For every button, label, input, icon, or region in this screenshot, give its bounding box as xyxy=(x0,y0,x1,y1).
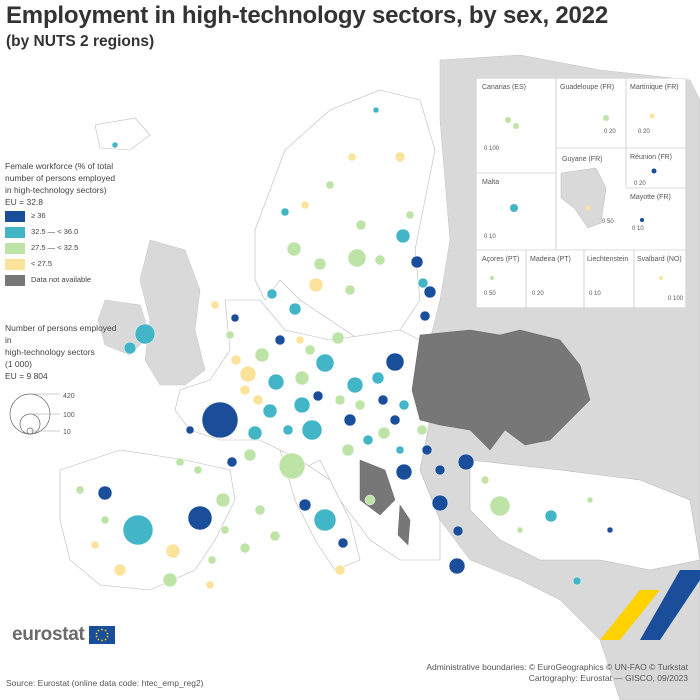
legend-title-line: Number of persons employed in xyxy=(5,323,117,345)
inset-scale-malta: 0 10 xyxy=(484,234,496,240)
map-subtitle: (by NUTS 2 regions) xyxy=(6,33,155,50)
swatch xyxy=(5,258,25,270)
size-legend: Number of persons employed in high-techn… xyxy=(5,322,125,382)
inset-label-guadeloupe: Guadeloupe (FR) xyxy=(560,84,614,91)
legend-title-line: number of persons employed xyxy=(5,173,116,183)
inset-scale-liechtenstein: 0 10 xyxy=(589,291,601,297)
legend-label: < 27.5 xyxy=(31,259,53,268)
inset-scale-mayotte: 0 10 xyxy=(632,226,644,232)
legend-class-3: 27.5 — < 32.5 xyxy=(5,240,125,256)
size-label-100: 100 xyxy=(63,412,75,419)
inset-scale-acores: 0 50 xyxy=(484,291,496,297)
inset-label-madeira: Madeira (PT) xyxy=(530,256,571,263)
logo-text: eurostat xyxy=(12,624,85,645)
legend-class-1: ≥ 36 xyxy=(5,208,125,224)
inset-label-guyane: Guyane (FR) xyxy=(562,156,602,163)
inset-label-acores: Açores (PT) xyxy=(482,256,519,263)
swatch xyxy=(5,226,25,238)
credits: Administrative boundaries: © EuroGeograp… xyxy=(426,662,688,684)
inset-label-malta: Malta xyxy=(482,179,499,186)
inset-label-mayotte: Mayotte (FR) xyxy=(630,194,671,201)
size-label-10: 10 xyxy=(63,429,71,436)
inset-scale-madeira: 0 20 xyxy=(532,291,544,297)
size-label-420: 420 xyxy=(63,393,75,400)
credit-line: Cartography: Eurostat — GISCO, 09/2023 xyxy=(528,673,688,683)
legend-class-5: Data not available xyxy=(5,272,125,288)
legend-label: ≥ 36 xyxy=(31,211,46,220)
legend-eu-value: EU = 32.8 xyxy=(5,197,44,207)
inset-label-martinique: Martinique (FR) xyxy=(630,84,679,91)
inset-scale-martinique: 0 20 xyxy=(638,129,650,135)
map-title: Employment in high-technology sectors, b… xyxy=(6,2,608,29)
eu-flag-icon xyxy=(88,626,115,644)
legend-title-line: (1 000) xyxy=(5,359,32,369)
size-legend-circles: 420 100 10 xyxy=(9,393,75,436)
legend-label: Data not available xyxy=(31,275,92,284)
inset-scale-guadeloupe: 0 20 xyxy=(604,129,616,135)
inset-label-canarias: Canarias (ES) xyxy=(482,84,526,91)
inset-label-svalbard: Svalbard (NO) xyxy=(637,256,682,263)
swatch xyxy=(5,242,25,254)
corner-stripes xyxy=(600,570,700,640)
legend-label: 27.5 — < 32.5 xyxy=(31,243,79,252)
source-note: Source: Eurostat (online data code: htec… xyxy=(6,678,204,688)
legend-label: 32.5 — < 36.0 xyxy=(31,227,79,236)
swatch xyxy=(5,210,25,222)
inset-scale-svalbard: 0 100 xyxy=(668,296,684,302)
legend-eu-value: EU = 9 804 xyxy=(5,371,48,381)
credit-line: Administrative boundaries: © EuroGeograp… xyxy=(426,662,688,672)
inset-scale-guyane: 0 50 xyxy=(602,219,614,225)
inset-scale-reunion: 0 20 xyxy=(634,181,646,187)
inset-label-liechtenstein: Liechtenstein xyxy=(587,256,628,263)
legend-title-line: high-technology sectors xyxy=(5,347,95,357)
inset-label-reunion: Réunion (FR) xyxy=(630,154,672,161)
colour-legend: Female workforce (% of total number of p… xyxy=(5,160,125,288)
inset-maps: Canarias (ES) Guadeloupe (FR) Martinique… xyxy=(476,78,686,308)
swatch xyxy=(5,274,25,286)
inset-scale-canarias: 0 100 xyxy=(484,146,500,152)
region-bubbles xyxy=(75,106,614,590)
legend-class-2: 32.5 — < 36.0 xyxy=(5,224,125,240)
legend-class-4: < 27.5 xyxy=(5,256,125,272)
eurostat-logo: eurostat xyxy=(12,624,115,646)
legend-title-line: in high-technology sectors) xyxy=(5,185,107,195)
legend-title-line: Female workforce (% of total xyxy=(5,161,114,171)
